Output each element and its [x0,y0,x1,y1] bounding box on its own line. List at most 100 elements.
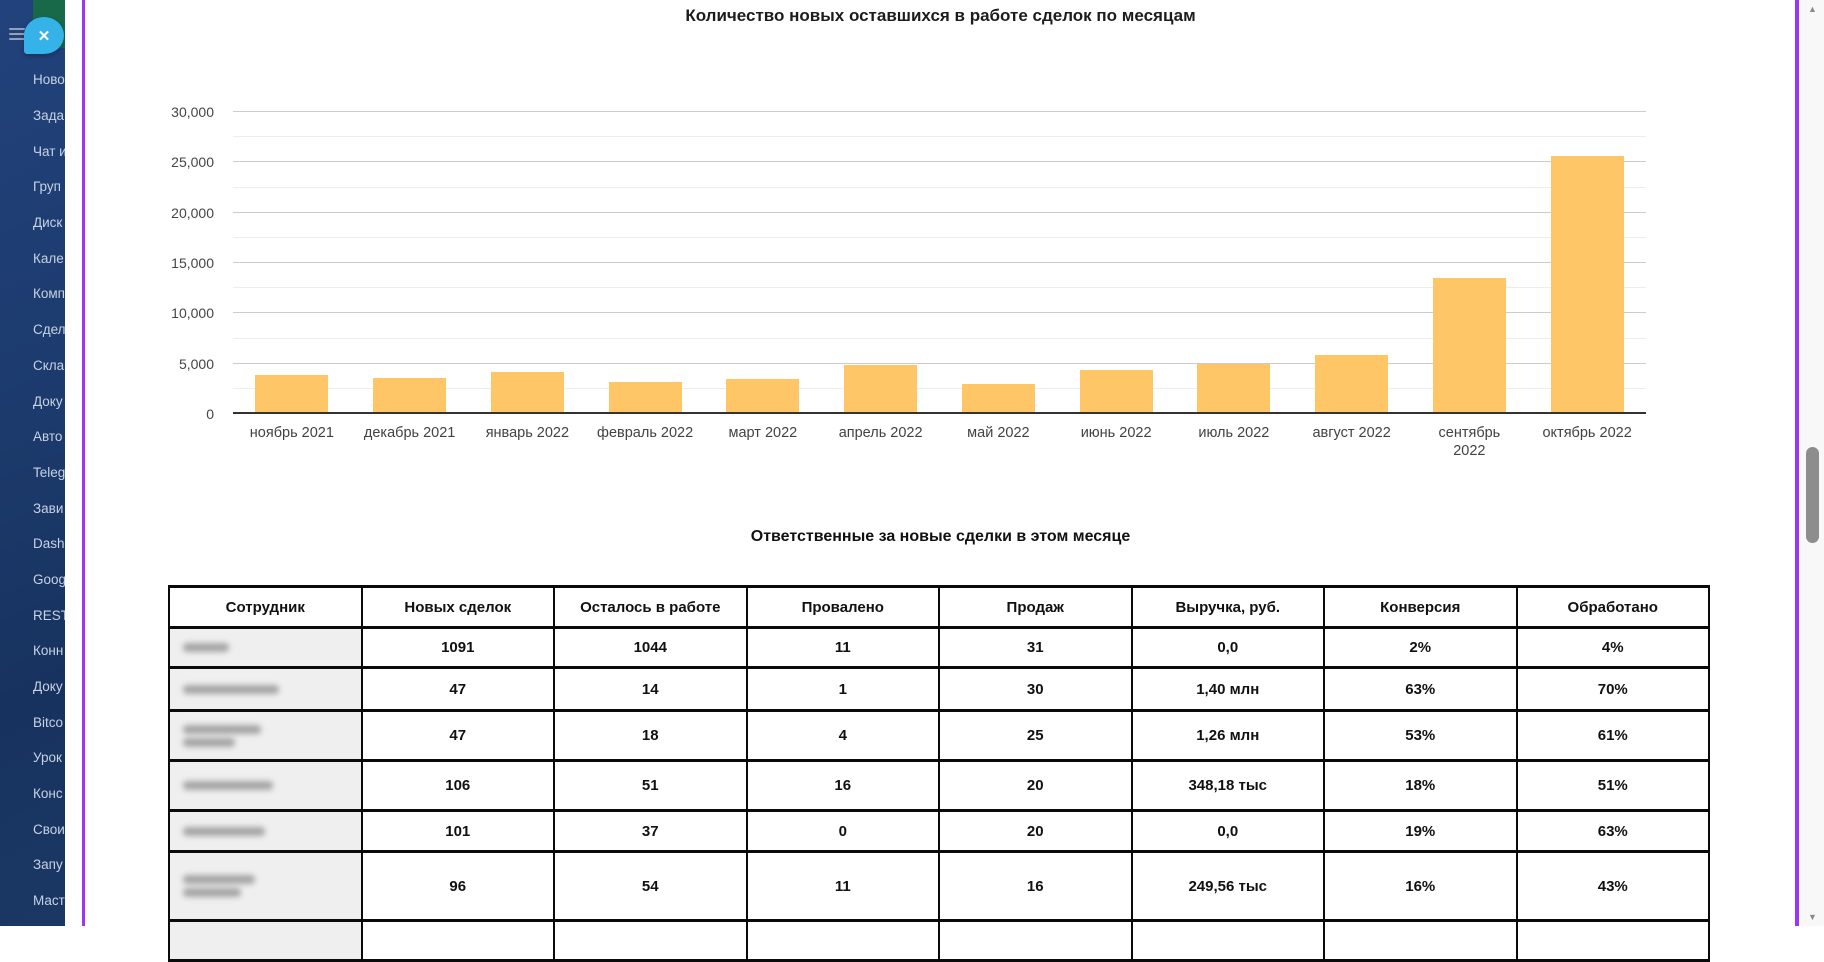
table-cell: 1 [745,666,940,712]
sidebar-item[interactable]: Доку [33,393,63,409]
bar[interactable] [1079,369,1153,412]
table-cell: 16% [1323,850,1518,922]
sidebar-item[interactable]: Комп [33,286,65,302]
table-cell [745,919,940,962]
y-tick-label: 30,000 [171,104,214,120]
table-cell: 51 [553,759,748,812]
y-tick-label: 15,000 [171,255,214,271]
bar[interactable] [1197,363,1271,412]
table-row [168,919,1710,962]
scroll-up-icon[interactable]: ▲ [1808,4,1817,14]
table-row: 101 37 0 20 0,0 19% 63% [168,809,1710,853]
sidebar-item[interactable]: Кале [33,250,64,266]
redacted-name [183,781,273,790]
bar[interactable] [1315,354,1389,412]
scroll-down-icon[interactable]: ▼ [1808,912,1817,922]
bar-chart-plot [233,111,1646,414]
sidebar-nav: Ново Зада Чат и Груп Диск Кале Комп Сдел Скла Док… [0,62,65,919]
hamburger-menu-icon[interactable] [9,28,25,41]
table-cell: 101 [360,809,555,853]
sidebar-item[interactable]: Доку [33,679,63,695]
bar[interactable] [608,381,682,412]
bar[interactable] [726,378,800,412]
employee-name-cell [168,626,363,669]
chat-widget-close-button[interactable]: ✕ [24,17,64,54]
sidebar-item[interactable]: Зада [33,108,65,124]
sidebar-item[interactable]: Запу [33,857,63,873]
sidebar-item[interactable]: Груп [33,179,61,195]
dashboard-panel: Количество новых оставшихся в работе сде… [86,0,1795,962]
employee-name-cell [168,850,363,922]
bar[interactable] [1432,277,1506,412]
table-cell: 249,56 тыс [1130,850,1325,922]
sidebar-item[interactable]: Зави [33,500,64,516]
table-cell [938,919,1133,962]
scrollbar[interactable]: ▲ ▼ [1801,0,1824,926]
sidebar-item[interactable]: Bitco [33,714,64,730]
table-row: 96 54 11 16 249,56 тыс 16% 43% [168,850,1710,922]
table-header-cell: Выручка, руб. [1130,585,1325,629]
table-cell: 0,0 [1130,626,1325,669]
sidebar-item[interactable]: Диск [33,215,63,231]
x-tick-label: январь 2022 [485,425,570,441]
bar[interactable] [844,365,918,412]
sidebar-item[interactable]: Свои [33,821,65,837]
table-cell: 18 [553,709,748,762]
table-cell [553,919,748,962]
table-cell [1323,919,1518,962]
employee-name-cell [168,759,363,812]
table-row: 106 51 16 20 348,18 тыс 18% 51% [168,759,1710,812]
sidebar-item[interactable]: Teleg [33,464,65,480]
close-icon: ✕ [37,27,51,45]
table-cell: 30 [938,666,1133,712]
table-header-row: Сотрудник Новых сделок Осталось в работе Пр… [168,585,1710,629]
redacted-name [183,643,229,652]
gridline [233,387,1646,389]
table-cell: 1,26 млн [1130,709,1325,762]
sidebar-item[interactable]: Урок [33,750,62,766]
table-cell: 2% [1323,626,1518,669]
bar[interactable] [490,371,564,412]
x-tick-label: август 2022 [1312,425,1391,441]
sidebar-item[interactable]: Сдел [33,322,65,338]
sidebar-item[interactable]: Скла [33,357,65,373]
table-header-cell: Провалено [745,585,940,629]
sidebar-item[interactable]: Авто [33,429,63,445]
y-tick-label: 5,000 [178,355,214,372]
sidebar-item[interactable]: Goog [33,571,65,587]
gridline [233,161,1646,163]
table-cell: 53% [1323,709,1518,762]
table-cell: 18% [1323,759,1518,812]
sidebar-item[interactable]: Dash [33,536,65,552]
bar[interactable] [255,374,329,412]
sidebar-item[interactable]: Конс [33,786,63,802]
gridline [233,262,1646,263]
table-cell: 25 [938,709,1133,762]
table-cell: 54 [553,850,748,922]
table-cell: 47 [360,709,555,762]
sidebar-item[interactable]: Ново [33,72,65,88]
bar[interactable] [961,384,1035,412]
x-tick-label: февраль 2022 [597,425,694,441]
sidebar-item[interactable]: REST [33,607,65,623]
table-cell: 4% [1515,626,1710,669]
x-tick-label: март 2022 [728,425,798,441]
sidebar-item[interactable]: Чат и [33,143,65,159]
sidebar-item[interactable]: Конн [33,643,64,659]
employee-name-cell [168,809,363,853]
table-cell: 37 [553,809,748,853]
table-cell: 14 [553,666,748,712]
table-cell [1515,919,1710,962]
table-cell [1130,919,1325,962]
table-cell: 0,0 [1130,809,1325,853]
sidebar-item[interactable]: Маст [33,893,65,909]
table-cell: 96 [360,850,555,922]
employee-name-cell [168,709,363,762]
panel-border-left [82,0,85,926]
gridline [233,186,1646,188]
table-cell: 16 [938,850,1133,922]
bar[interactable] [1550,156,1624,412]
table-cell: 61% [1515,709,1710,762]
scrollbar-thumb[interactable] [1806,447,1819,543]
bar[interactable] [373,377,447,412]
